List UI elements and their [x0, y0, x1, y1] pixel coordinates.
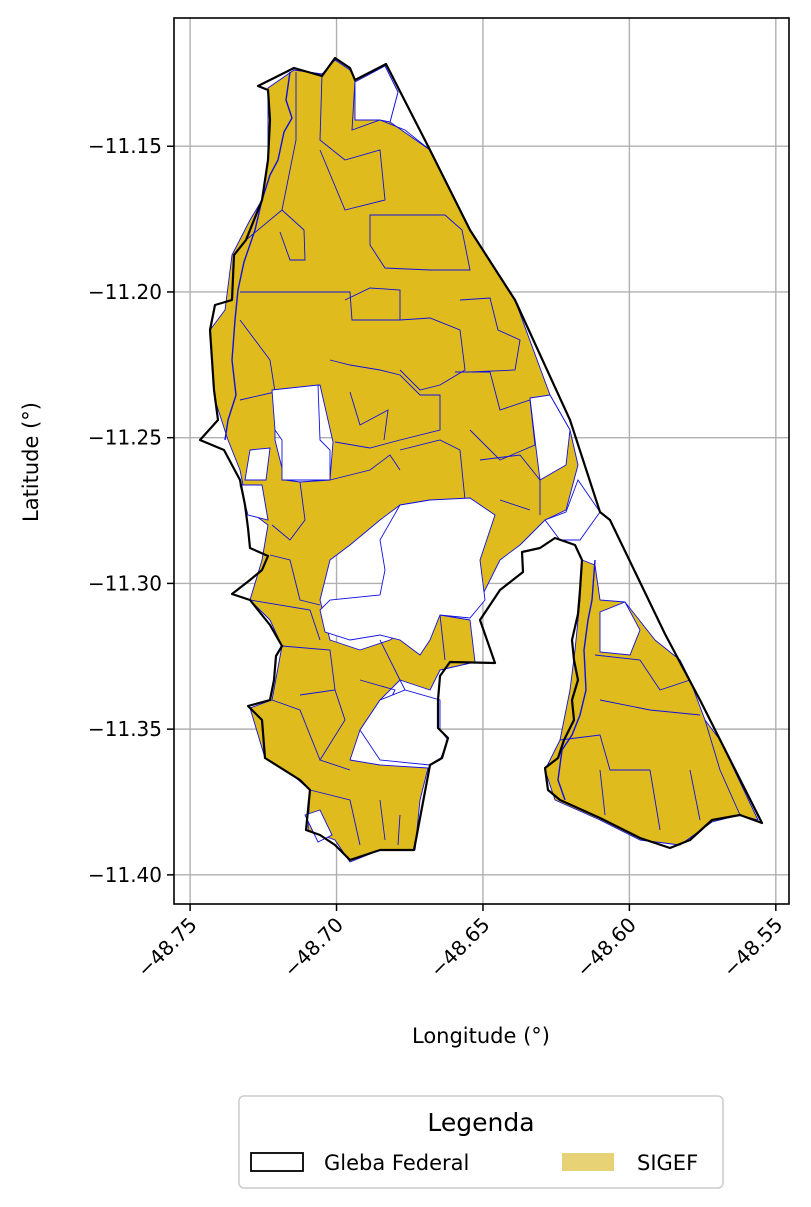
x-axis-ticks: −48.75 −48.70 −48.65 −48.60 −48.55: [132, 904, 787, 982]
legend-title: Legenda: [427, 1108, 534, 1137]
y-tick-label: −11.30: [88, 571, 162, 595]
x-axis-title: Longitude (°): [412, 1024, 550, 1048]
x-tick-label: −48.60: [572, 913, 641, 982]
legend: Legenda Gleba Federal SIGEF: [238, 1095, 724, 1189]
river-line-east: [557, 559, 596, 801]
gap-small-3: [244, 447, 271, 481]
gap-nw: [354, 65, 399, 123]
gleba-federal-boundary: [198, 56, 764, 862]
gap-central: [319, 497, 496, 656]
axes-frame: [173, 17, 790, 905]
river-line: [224, 71, 293, 441]
legend-swatch-sigef: [562, 1153, 614, 1171]
legend-swatch-gleba: [250, 1152, 304, 1172]
y-axis-ticks: −11.15 −11.20 −11.25 −11.30 −11.35 −11.40: [88, 134, 174, 887]
gap-east-top: [599, 601, 641, 656]
legend-label-sigef: SIGEF: [637, 1151, 698, 1175]
y-tick-label: −11.20: [88, 280, 162, 304]
x-tick-label: −48.55: [718, 913, 787, 982]
y-axis-title: Latitude (°): [19, 402, 43, 522]
y-tick-label: −11.25: [88, 426, 162, 450]
x-tick-label: −48.65: [425, 913, 494, 982]
x-tick-label: −48.70: [279, 913, 348, 982]
gap-west: [271, 384, 331, 481]
x-tick-label: −48.75: [132, 913, 201, 982]
y-tick-label: −11.40: [88, 863, 162, 887]
parcel-boundaries: [239, 72, 741, 846]
y-tick-label: −11.35: [88, 717, 162, 741]
y-tick-label: −11.15: [88, 134, 162, 158]
gap-east-strip: [529, 394, 571, 481]
legend-label-gleba: Gleba Federal: [324, 1151, 469, 1175]
